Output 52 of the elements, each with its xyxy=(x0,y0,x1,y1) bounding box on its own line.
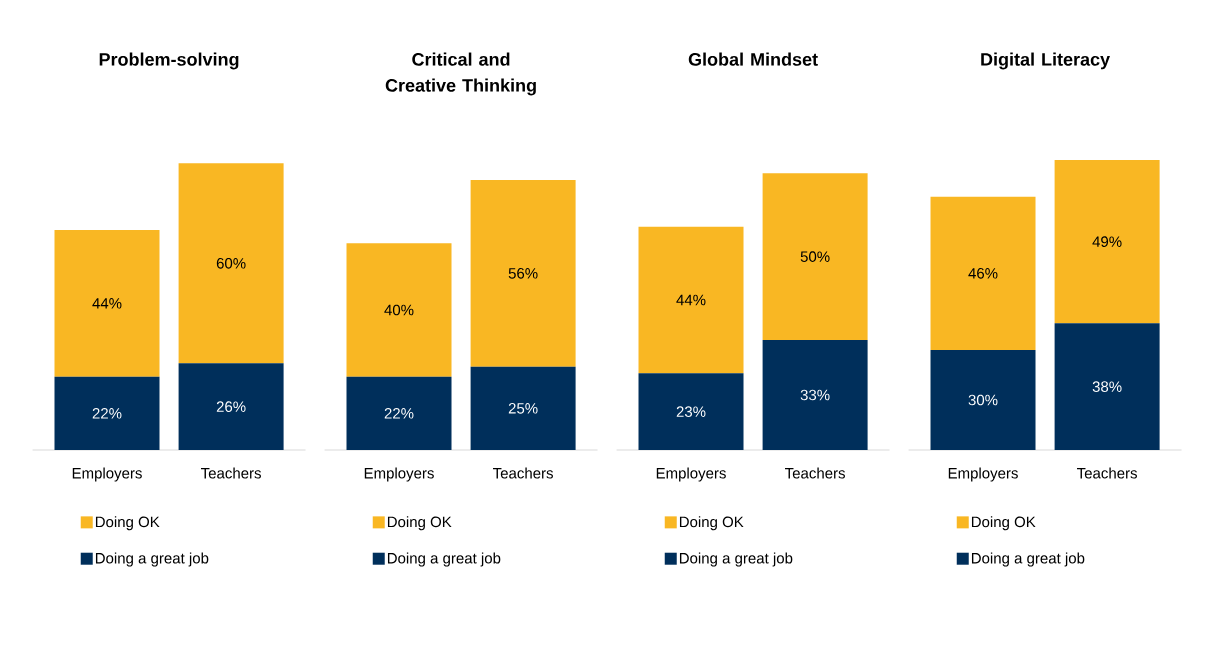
data-label: 56% xyxy=(508,268,538,279)
bar xyxy=(638,226,744,374)
bar xyxy=(930,196,1036,350)
legend-label: Doing OK xyxy=(387,516,452,531)
bar xyxy=(178,363,284,450)
data-label: 60% xyxy=(216,258,246,269)
data-label: 26% xyxy=(216,401,246,412)
bar xyxy=(346,243,452,377)
bar xyxy=(178,163,284,364)
legend-label: Doing a great job xyxy=(679,552,793,567)
data-label: 49% xyxy=(1092,236,1122,247)
x-tick-label: Teachers xyxy=(201,467,261,479)
data-label: 22% xyxy=(92,408,122,419)
x-tick-label: Employers xyxy=(72,467,142,482)
data-label: 25% xyxy=(508,403,538,414)
data-label: 44% xyxy=(92,298,122,309)
x-tick-label: Teachers xyxy=(1077,467,1137,479)
data-label: 40% xyxy=(384,304,414,316)
x-tick-label: Teachers xyxy=(493,467,553,479)
data-label: 30% xyxy=(968,394,998,406)
data-label: 44% xyxy=(676,294,706,306)
data-label: 38% xyxy=(1092,381,1122,392)
legend-label: Doing a great job xyxy=(387,552,501,567)
legend-label: Doing a great job xyxy=(95,552,209,567)
data-label: 50% xyxy=(800,251,830,262)
x-tick-label: Employers xyxy=(656,467,726,482)
bar xyxy=(470,180,576,367)
bar xyxy=(1054,160,1160,324)
bar xyxy=(54,376,160,450)
legend-label: Doing OK xyxy=(95,516,160,531)
x-tick-label: Employers xyxy=(364,467,434,482)
x-tick-label: Teachers xyxy=(785,467,845,479)
legend-label: Doing OK xyxy=(971,516,1036,531)
legend-label: Doing a great job xyxy=(971,552,1085,567)
legend-label: Doing OK xyxy=(679,516,744,531)
bar xyxy=(638,373,744,450)
bar xyxy=(930,350,1036,450)
data-label: 46% xyxy=(968,268,998,279)
bar xyxy=(54,230,160,377)
bar xyxy=(470,366,576,450)
chart-title: Critical and Creative Thinking xyxy=(385,52,536,96)
bar xyxy=(1054,323,1160,450)
data-label: 22% xyxy=(384,408,414,419)
x-tick-label: Employers xyxy=(948,467,1018,482)
bar xyxy=(346,376,452,450)
data-label: 33% xyxy=(800,389,830,401)
bar xyxy=(762,173,868,340)
chart-title: Digital Literacy xyxy=(981,52,1110,70)
data-label: 23% xyxy=(676,406,706,417)
chart-title: Global Mindset xyxy=(688,52,818,66)
bar xyxy=(762,340,868,450)
chart-title: Problem-solving xyxy=(99,52,239,70)
